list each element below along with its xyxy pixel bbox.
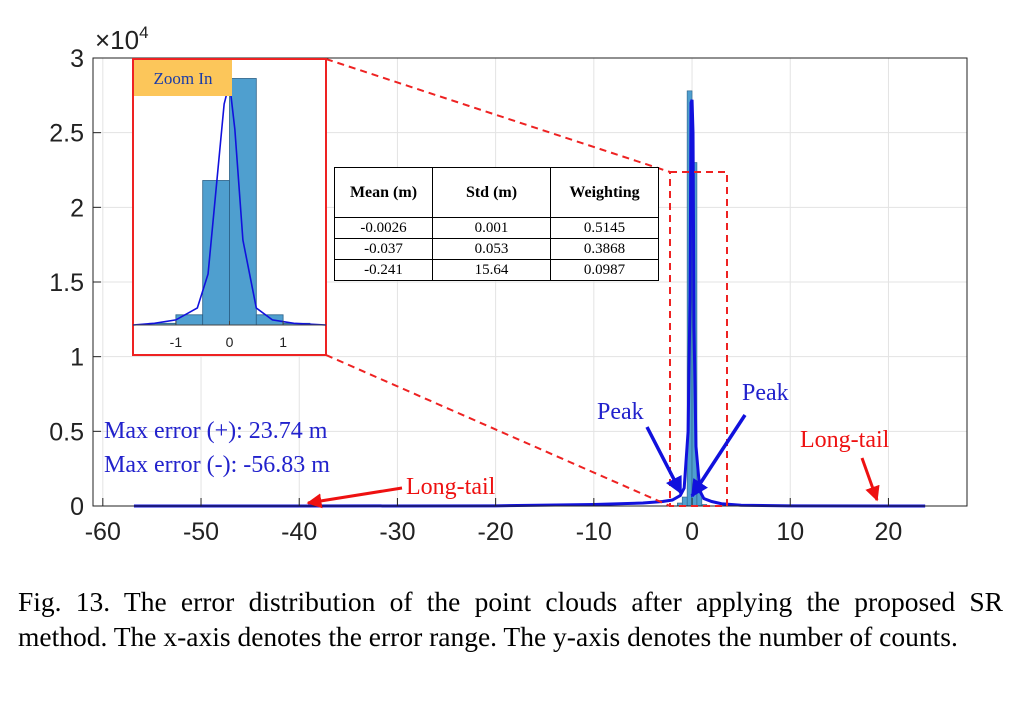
zoom-in-label-bg	[134, 60, 232, 96]
y-tick-label: 1	[70, 344, 84, 372]
table-header-mean: Mean (m)	[334, 167, 433, 218]
inset-x-tick-label: 0	[226, 334, 234, 350]
x-tick-labels: -60 -50 -40 -30 -20 -10 0 10 20	[85, 518, 903, 546]
y-multiplier: ×104	[95, 23, 149, 55]
x-tick-label: -20	[478, 518, 514, 546]
y-tick-label: 1.5	[49, 269, 84, 297]
zoom-in-label: Zoom In	[153, 69, 213, 88]
zoom-connector-bottom	[325, 354, 671, 507]
x-tick-label: 20	[875, 518, 903, 546]
y-tick-labels: 0 0.5 1 1.5 2 2.5 3	[49, 45, 84, 521]
table-header-std: Std (m)	[432, 167, 551, 218]
table-cell: -0.037	[334, 238, 433, 260]
table-header-weighting: Weighting	[550, 167, 659, 218]
inset-bar	[202, 180, 230, 326]
long-tail-left-arrow	[306, 486, 403, 509]
y-tick-label: 0.5	[49, 418, 84, 446]
inset-bar	[255, 314, 284, 326]
max-error-positive-label: Max error (+): 23.74 m	[104, 418, 328, 444]
x-tick-label: -50	[183, 518, 219, 546]
x-tick-label: 0	[685, 518, 699, 546]
inset-x-tick-label: 1	[279, 334, 287, 350]
table-cell: 0.0987	[550, 259, 659, 281]
x-tick-label: -40	[281, 518, 317, 546]
inset-x-tick-label: -1	[170, 334, 183, 350]
long-tail-right-label: Long-tail	[800, 427, 890, 453]
x-tick-label: -10	[576, 518, 612, 546]
table-header-row: Mean (m) Std (m) Weighting	[334, 167, 659, 218]
table-row: -0.241 15.64 0.0987	[334, 259, 659, 281]
table-cell: -0.0026	[334, 217, 433, 239]
table-row: -0.0026 0.001 0.5145	[334, 217, 659, 239]
table-cell: 0.001	[432, 217, 551, 239]
inset-bar	[175, 314, 204, 326]
zoom-connector-top	[325, 58, 671, 173]
long-tail-left-label: Long-tail	[406, 474, 496, 500]
figure-caption: Fig. 13. The error distribution of the p…	[18, 586, 1003, 652]
x-tick-label: -60	[85, 518, 121, 546]
peak-left-label: Peak	[597, 399, 644, 425]
zoom-region-box	[669, 171, 728, 507]
histogram-bar	[681, 496, 688, 507]
y-tick-label: 3	[70, 45, 84, 73]
table-cell: -0.241	[334, 259, 433, 281]
y-tick-label: 0	[70, 493, 84, 521]
inset-x-tick-labels: -1 0 1	[170, 321, 287, 350]
x-tick-label: -30	[379, 518, 415, 546]
table-cell: 0.5145	[550, 217, 659, 239]
x-tick-label: 10	[776, 518, 804, 546]
stats-table: Mean (m) Std (m) Weighting -0.0026 0.001…	[334, 167, 659, 281]
table-cell: 15.64	[432, 259, 551, 281]
table-cell: 0.053	[432, 238, 551, 260]
y-tick-label: 2	[70, 194, 84, 222]
peak-right-arrow	[690, 414, 747, 498]
table-cell: 0.3868	[550, 238, 659, 260]
long-tail-right-arrow	[860, 457, 880, 502]
peak-left-arrow	[645, 426, 683, 495]
y-tick-label: 2.5	[49, 120, 84, 148]
max-error-negative-label: Max error (-): -56.83 m	[104, 452, 330, 478]
table-row: -0.037 0.053 0.3868	[334, 238, 659, 260]
axis-ticks	[93, 57, 889, 507]
peak-right-label: Peak	[742, 380, 789, 406]
fit-curve	[133, 99, 926, 508]
